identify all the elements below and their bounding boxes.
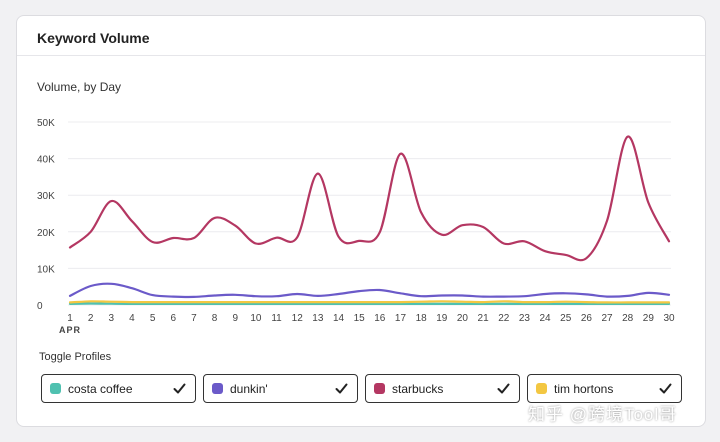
toggle-costa-coffee[interactable]: costa coffee xyxy=(41,374,196,403)
x-tick-label: 20 xyxy=(457,313,469,324)
y-tick-label: 0 xyxy=(37,301,43,312)
x-month-label: APR xyxy=(59,325,81,335)
toggle-label: tim hortons xyxy=(554,382,614,396)
x-tick-label: 7 xyxy=(191,313,197,324)
x-tick-label: 14 xyxy=(333,313,345,324)
x-tick-label: 11 xyxy=(271,313,282,324)
x-tick-label: 10 xyxy=(250,313,262,324)
check-icon xyxy=(173,382,186,400)
x-tick-label: 15 xyxy=(354,313,366,324)
y-tick-label: 30K xyxy=(37,191,55,202)
chart-title: Volume, by Day xyxy=(37,80,122,94)
x-tick-label: 23 xyxy=(519,313,531,324)
x-tick-label: 8 xyxy=(212,313,218,324)
card-header: Keyword Volume xyxy=(17,16,705,56)
y-tick-label: 20K xyxy=(37,228,55,239)
x-tick-label: 25 xyxy=(560,313,572,324)
series-line-dunkin- xyxy=(68,282,671,299)
check-icon xyxy=(659,382,672,400)
card-title: Keyword Volume xyxy=(37,30,150,46)
keyword-volume-card: Keyword Volume Volume, by Day 0 10K 20K 30K… xyxy=(16,15,706,427)
color-swatch xyxy=(374,383,385,394)
x-tick-label: 16 xyxy=(374,313,386,324)
color-swatch xyxy=(50,383,61,394)
x-tick-label: 6 xyxy=(170,313,176,324)
check-icon xyxy=(335,382,348,400)
toggle-starbucks[interactable]: starbucks xyxy=(365,374,520,403)
x-tick-label: 13 xyxy=(312,313,324,324)
toggle-profiles-title: Toggle Profiles xyxy=(39,351,112,363)
x-tick-label: 24 xyxy=(540,313,552,324)
toggle-dunkin[interactable]: dunkin' xyxy=(203,374,358,403)
x-tick-label: 2 xyxy=(88,313,94,324)
y-tick-label: 10K xyxy=(37,264,55,275)
check-icon xyxy=(497,382,510,400)
x-tick-label: 17 xyxy=(395,313,407,324)
x-tick-label: 28 xyxy=(622,313,634,324)
x-tick-label: 26 xyxy=(581,313,593,324)
toggle-label: costa coffee xyxy=(68,382,133,396)
x-tick-label: 30 xyxy=(663,313,675,324)
x-tick-label: 27 xyxy=(601,313,613,324)
x-tick-label: 9 xyxy=(232,313,238,324)
watermark: 知乎 @跨境Tool哥 xyxy=(528,405,678,424)
toggle-label: dunkin' xyxy=(230,382,268,396)
series-line-starbucks xyxy=(68,135,671,262)
y-tick-label: 50K xyxy=(37,118,55,129)
x-tick-label: 19 xyxy=(436,313,448,324)
x-tick-label: 21 xyxy=(478,313,490,324)
x-tick-label: 12 xyxy=(292,313,304,324)
x-tick-label: 4 xyxy=(129,313,135,324)
color-swatch xyxy=(212,383,223,394)
series-line-tim-hortons xyxy=(68,300,671,304)
toggle-label: starbucks xyxy=(392,382,444,396)
toggle-tim-hortons[interactable]: tim hortons xyxy=(527,374,682,403)
color-swatch xyxy=(536,383,547,394)
x-tick-label: 1 xyxy=(67,313,73,324)
y-tick-label: 40K xyxy=(37,155,55,166)
x-tick-label: 5 xyxy=(150,313,156,324)
x-tick-label: 29 xyxy=(643,313,655,324)
x-tick-label: 3 xyxy=(109,313,115,324)
x-tick-label: 18 xyxy=(416,313,428,324)
x-tick-label: 22 xyxy=(498,313,510,324)
